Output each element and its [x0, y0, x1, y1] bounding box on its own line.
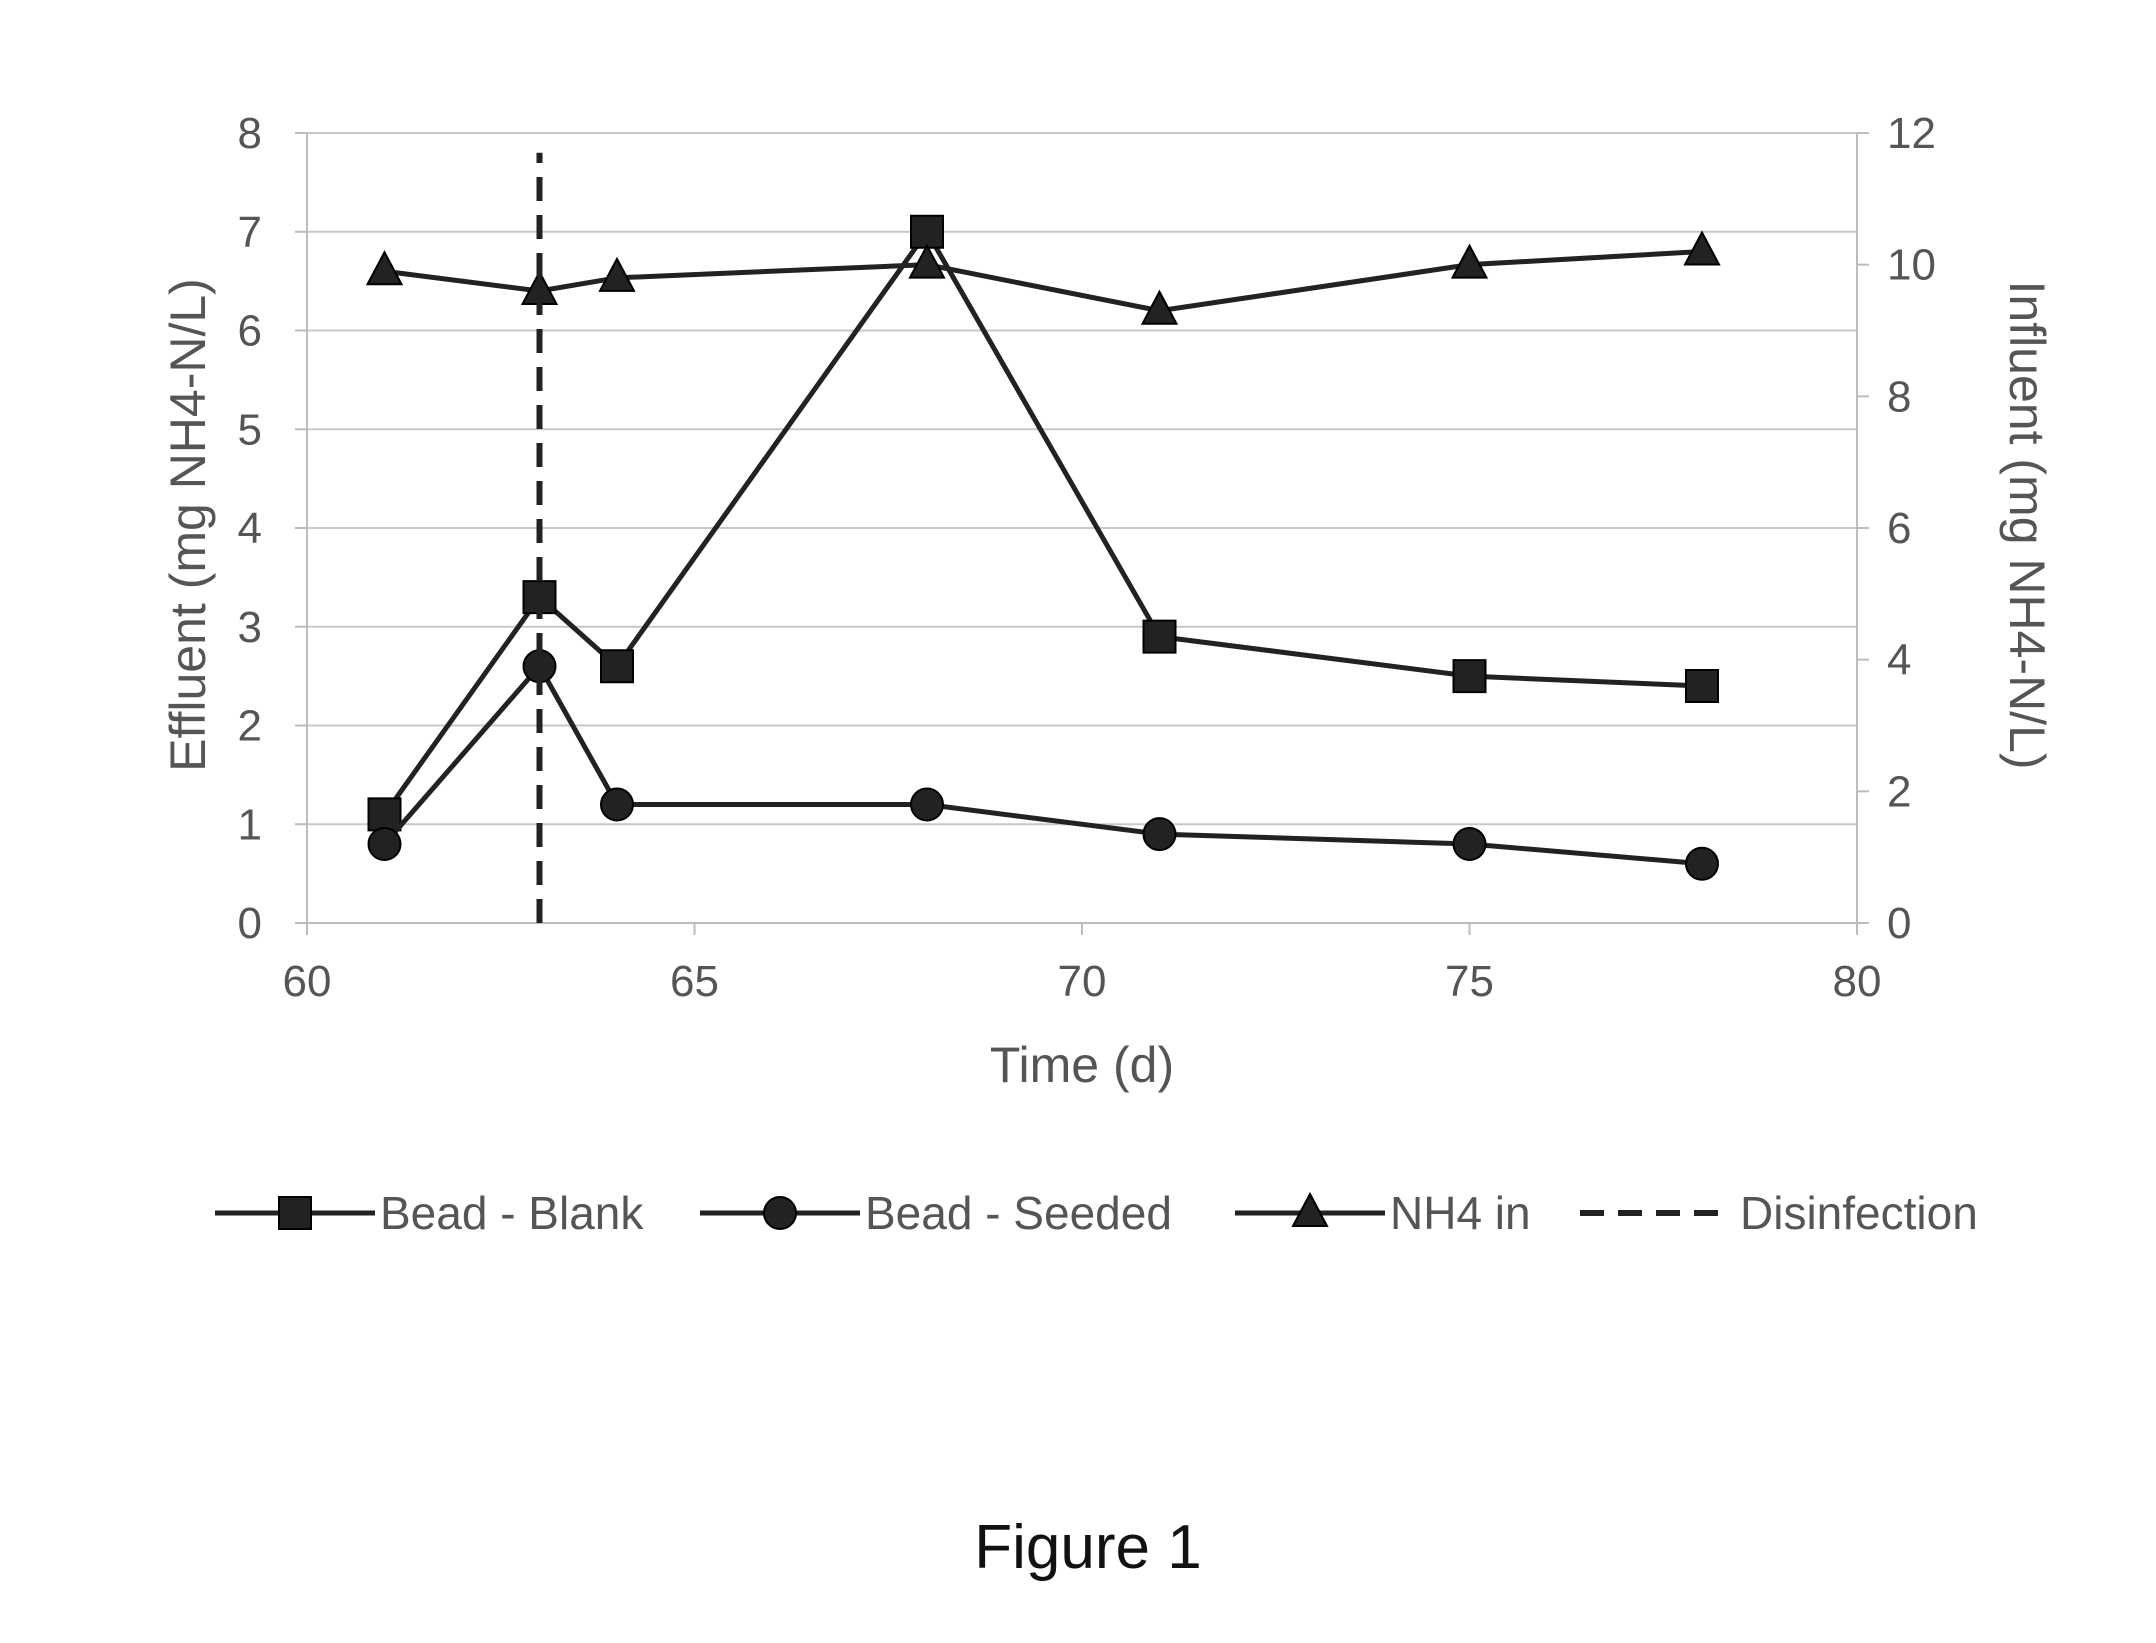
y2-tick-label: 10: [1887, 241, 1936, 290]
figure-caption: Figure 1: [974, 1513, 1201, 1582]
series-layer: [365, 152, 1721, 923]
x-tick-label: 70: [1058, 957, 1107, 1006]
triangle-marker: [1683, 230, 1721, 266]
circle-marker: [1685, 846, 1719, 881]
y2-tick-label: 2: [1887, 767, 1911, 816]
y2-tick-label: 4: [1887, 636, 1911, 685]
circle-marker: [600, 787, 634, 822]
legend-item: Bead - Blank: [215, 1187, 644, 1239]
x-tick-label: 80: [1833, 957, 1882, 1006]
legend-item: NH4 in: [1235, 1187, 1531, 1239]
legend-label: Bead - Blank: [380, 1187, 644, 1239]
y2-tick-label: 0: [1887, 899, 1911, 948]
y-tick-label: 8: [238, 109, 262, 158]
y-tick-label: 0: [238, 899, 262, 948]
x-axis-title: Time (d): [990, 1037, 1174, 1093]
circle-marker: [763, 1196, 797, 1230]
triangle-marker: [598, 256, 636, 292]
x-tick-label: 65: [670, 957, 719, 1006]
circle-marker: [367, 827, 402, 861]
y2-tick-label: 6: [1887, 504, 1911, 553]
legend-label: Bead - Seeded: [865, 1187, 1172, 1239]
series-nh4-in: [365, 230, 1721, 325]
y-tick-label: 1: [238, 800, 262, 849]
square-marker: [1142, 619, 1177, 654]
square-marker: [910, 214, 944, 249]
circle-marker: [1452, 827, 1487, 861]
y-tick-label: 4: [238, 504, 262, 553]
x-tick-label: 75: [1445, 957, 1494, 1006]
square-marker: [1452, 659, 1487, 694]
triangle-marker: [908, 243, 946, 279]
y-tick-label: 3: [238, 603, 262, 652]
triangle-marker: [365, 250, 404, 286]
y-tick-label: 5: [238, 405, 262, 454]
y2-axis-title: Influent (mg NH4-N/L): [1999, 280, 2055, 769]
legend-item: Disinfection: [1580, 1187, 1978, 1239]
circle-marker: [1142, 817, 1177, 852]
series-bead-seeded: [367, 649, 1719, 881]
gridlines: [307, 132, 1857, 826]
y-tick-label: 6: [238, 307, 262, 356]
legend-label: Disinfection: [1740, 1187, 1978, 1239]
y-tick-label: 7: [238, 208, 262, 257]
y2-tick-label: 8: [1887, 372, 1911, 421]
square-marker: [278, 1196, 312, 1230]
circle-marker: [910, 787, 944, 822]
x-tick-label: 60: [283, 957, 332, 1006]
square-marker: [600, 649, 634, 684]
triangle-marker: [1450, 243, 1489, 279]
triangle-marker: [1291, 1191, 1329, 1227]
legend: Bead - Blank Bead - Seeded NH4 in Disinfect…: [215, 1187, 1978, 1239]
square-marker: [1685, 669, 1719, 703]
legend-item: Bead - Seeded: [700, 1187, 1172, 1239]
square-marker: [367, 797, 402, 832]
triangle-marker: [1140, 289, 1179, 325]
legend-label: NH4 in: [1390, 1187, 1531, 1239]
y-tick-label: 2: [238, 702, 262, 751]
y-axis-title: Effluent (mg NH4-N/L): [160, 278, 216, 772]
y2-tick-label: 12: [1887, 109, 1936, 158]
